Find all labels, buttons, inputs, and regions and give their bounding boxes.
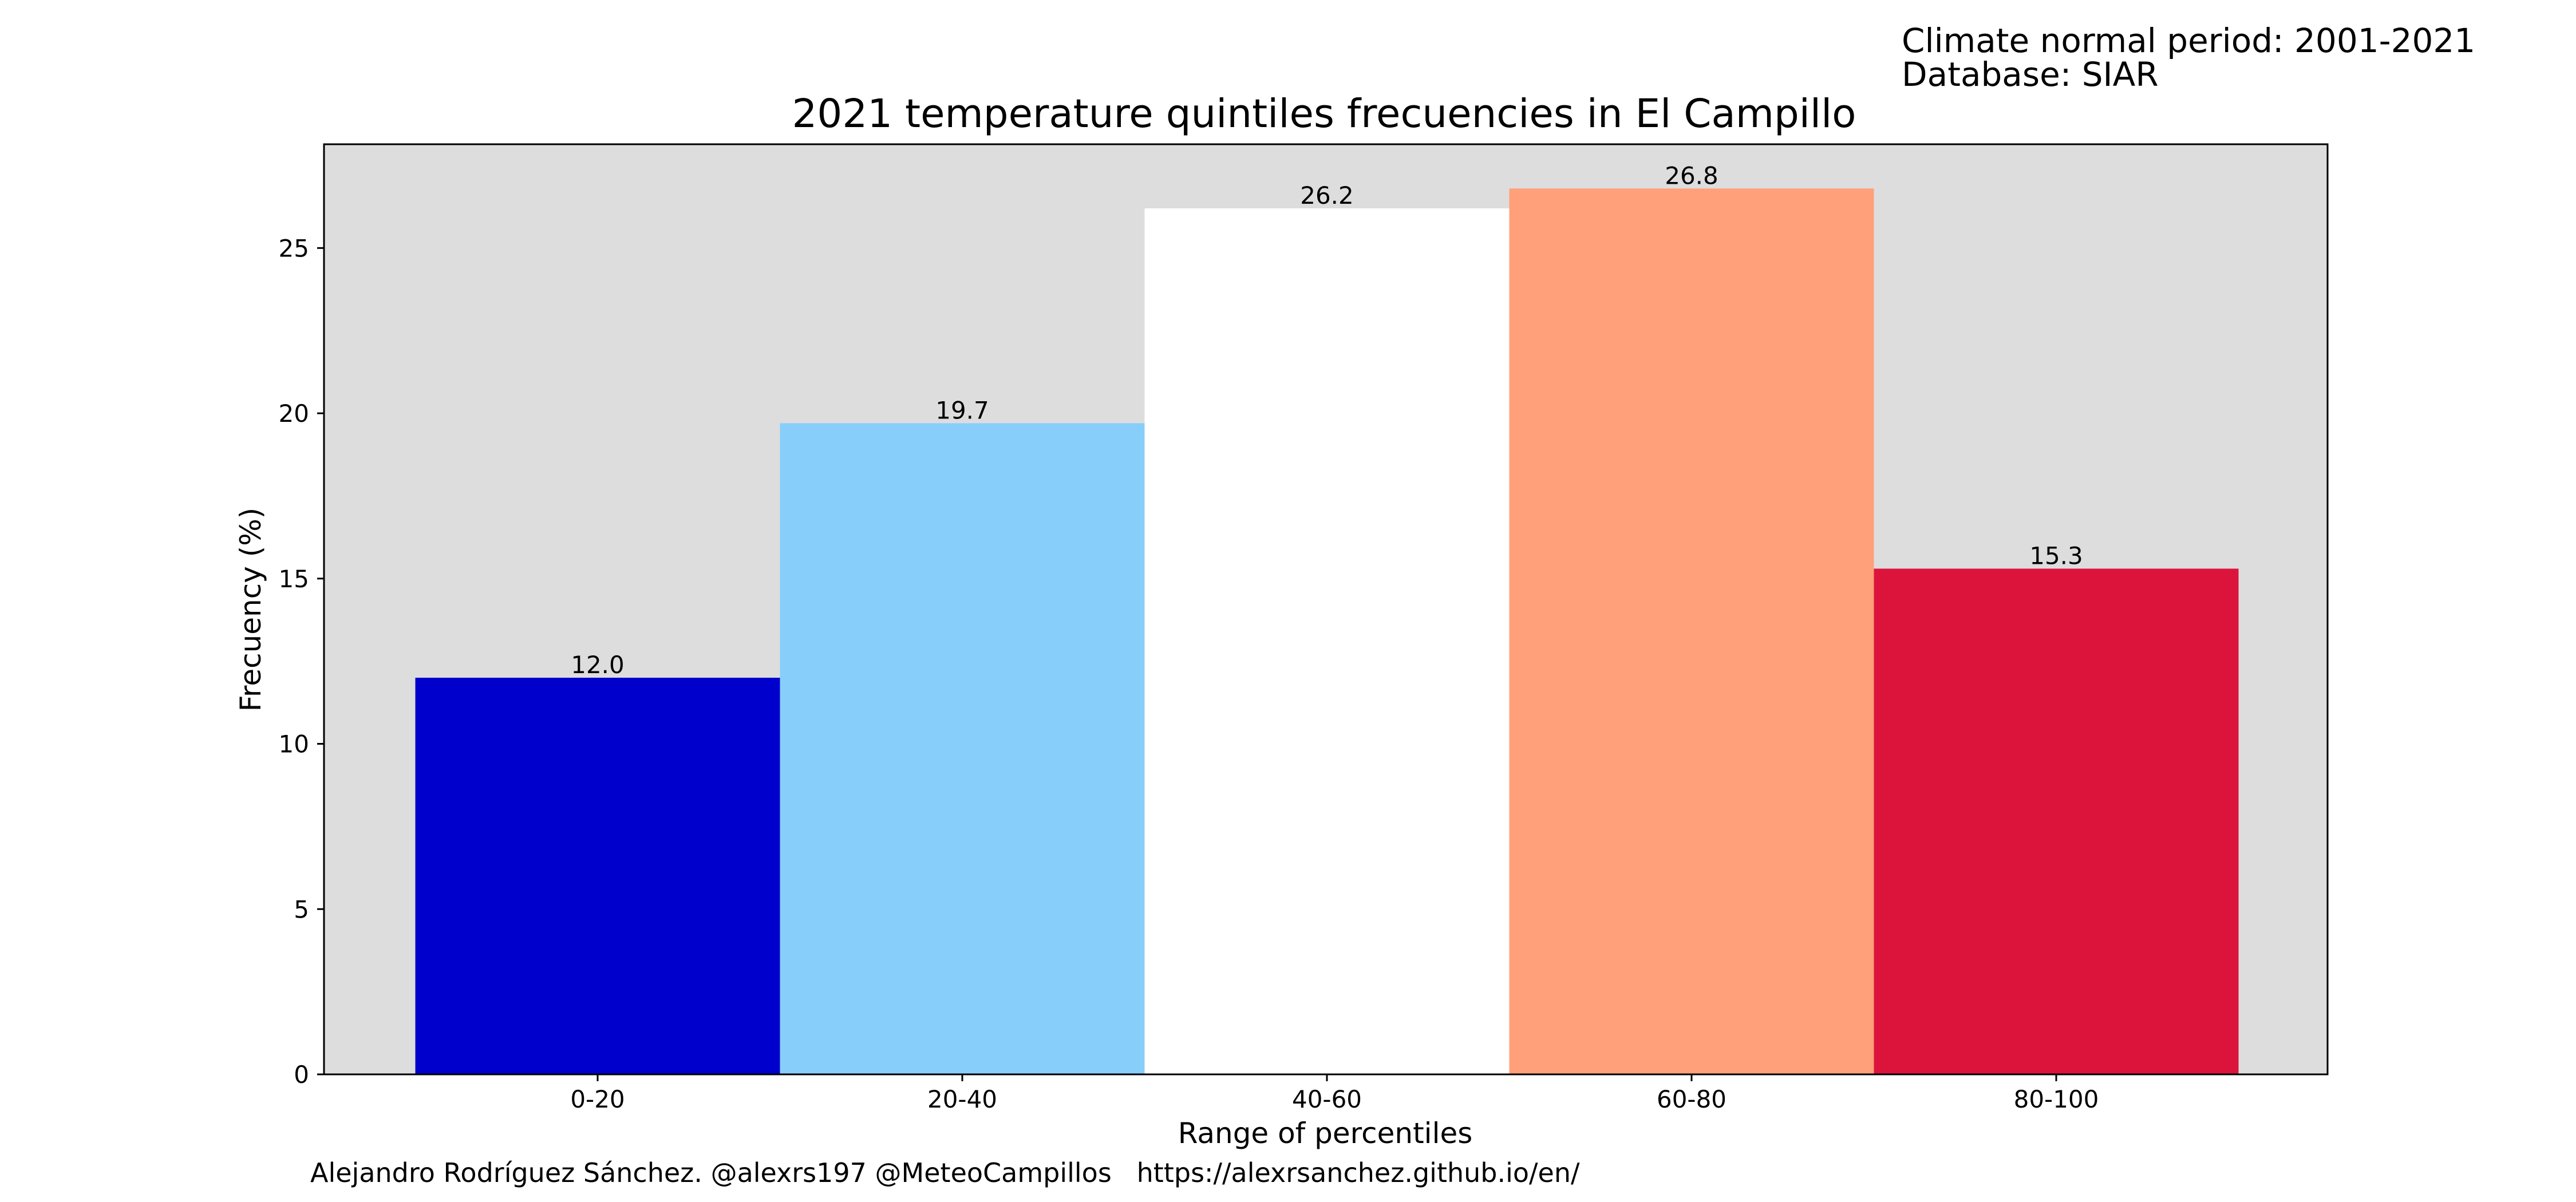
bar-value-label: 12.0 <box>571 651 625 679</box>
database-text: Database: SIAR <box>1902 55 2159 94</box>
x-axis-label: Range of percentiles <box>1178 1117 1473 1150</box>
x-tick-label: 0-20 <box>570 1085 625 1113</box>
bar-0-20 <box>415 678 780 1074</box>
bar-80-100 <box>1874 568 2239 1074</box>
chart-title: 2021 temperature quintiles frecuencies i… <box>792 91 1856 137</box>
x-tick-label: 80-100 <box>2014 1085 2099 1113</box>
x-tick-label: 40-60 <box>1292 1085 1362 1113</box>
x-tick-label: 60-80 <box>1657 1085 1726 1113</box>
y-tick-label: 25 <box>279 234 309 262</box>
bars-group <box>415 188 2239 1074</box>
y-tick-label: 5 <box>294 895 309 923</box>
x-axis: 0-20 20-40 40-60 60-80 80-100 <box>570 1074 2099 1113</box>
bar-60-80 <box>1509 188 1874 1074</box>
bar-value-label: 19.7 <box>935 396 989 424</box>
plot-frame <box>323 143 2329 1076</box>
climate-period-text: Climate normal period: 2001-2021 <box>1902 21 2475 60</box>
y-tick-label: 0 <box>294 1061 309 1089</box>
y-tick-label: 20 <box>279 400 309 428</box>
bar-40-60 <box>1144 208 1510 1074</box>
footer-credit: Alejandro Rodríguez Sánchez. @alexrs197 … <box>310 1157 1580 1188</box>
bar-20-40 <box>780 423 1145 1074</box>
x-tick-label: 20-40 <box>927 1085 997 1113</box>
y-tick-label: 10 <box>279 730 309 758</box>
bar-value-label: 15.3 <box>2029 541 2083 570</box>
bar-value-label: 26.2 <box>1300 181 1354 209</box>
bar-value-label: 26.8 <box>1665 161 1718 189</box>
value-labels-group: 12.0 19.7 26.2 26.8 15.3 <box>571 161 2083 679</box>
y-axis: 0 5 10 15 20 25 <box>279 234 324 1089</box>
y-tick-label: 15 <box>279 565 309 593</box>
y-axis-label: Frecuency (%) <box>234 508 267 711</box>
